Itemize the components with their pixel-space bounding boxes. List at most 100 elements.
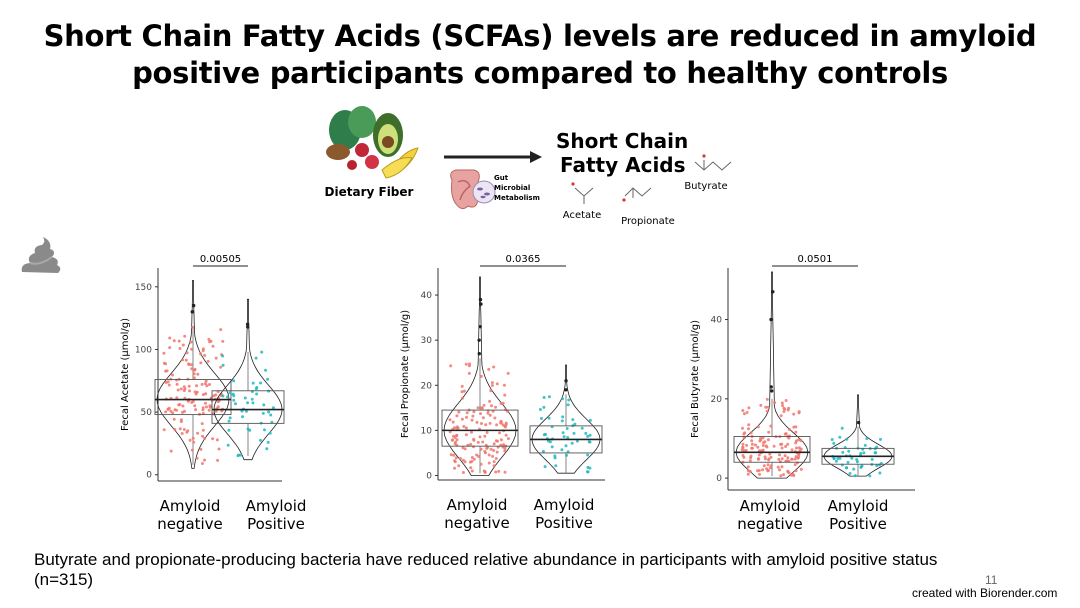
jitter-point [573, 422, 577, 426]
outlier-point [246, 325, 250, 329]
jitter-point [175, 396, 179, 400]
jitter-point [494, 439, 498, 443]
gut-icon [450, 169, 480, 210]
jitter-point [794, 469, 798, 473]
jitter-point [465, 415, 468, 419]
jitter-point [221, 339, 225, 343]
jitter-point [561, 431, 565, 435]
poop-icon [21, 237, 61, 273]
jitter-point [838, 435, 842, 439]
jitter-point [506, 371, 510, 375]
jitter-point [203, 353, 207, 357]
jitter-point [179, 418, 183, 422]
molecule-butyrate: Butyrate [684, 181, 727, 192]
jitter-point [756, 469, 759, 473]
jitter-point [750, 439, 754, 443]
jitter-point [164, 381, 168, 384]
jitter-point [865, 437, 869, 441]
jitter-point [778, 453, 781, 457]
jitter-point [167, 406, 171, 410]
jitter-point [200, 382, 204, 386]
jitter-point [164, 410, 168, 414]
jitter-point [764, 444, 768, 448]
jitter-point [221, 394, 225, 398]
jitter-point [547, 395, 551, 399]
jitter-point [777, 457, 781, 461]
jitter-point [487, 367, 491, 371]
jitter-point [227, 419, 231, 423]
jitter-point [763, 457, 767, 461]
jitter-point [263, 428, 266, 432]
jitter-point [766, 438, 770, 442]
jitter-point [779, 474, 783, 478]
jitter-point [250, 397, 254, 401]
jitter-point [479, 462, 483, 466]
jitter-point [244, 409, 248, 413]
jitter-point [221, 363, 225, 367]
jitter-point [177, 339, 181, 343]
jitter-point [782, 473, 785, 477]
y-axis-label: Fecal Butyrate (µmol/g) [690, 320, 701, 438]
jitter-point [772, 444, 776, 448]
jitter-point [794, 441, 798, 445]
jitter-point [868, 474, 872, 478]
jitter-point [475, 420, 479, 424]
jitter-point [243, 396, 247, 400]
jitter-point [490, 404, 493, 408]
jitter-point [182, 428, 186, 431]
jitter-point [489, 389, 493, 393]
jitter-point [492, 442, 496, 446]
jitter-point [214, 409, 218, 413]
jitter-point [879, 437, 882, 441]
y-tick-label: 40 [421, 291, 433, 301]
jitter-point [492, 464, 496, 468]
jitter-point [463, 460, 467, 464]
jitter-point [204, 379, 208, 383]
jitter-point [267, 410, 271, 414]
jitter-point [742, 436, 746, 440]
jitter-point [765, 467, 769, 471]
scfa-schematic: Dietary Fiber Gut Microbial Metabolism S… [325, 106, 732, 227]
jitter-point [797, 410, 801, 414]
jitter-point [469, 466, 473, 470]
y-tick-label: 50 [141, 408, 153, 418]
jitter-point [201, 349, 205, 353]
jitter-point [834, 459, 838, 463]
jitter-point [588, 418, 592, 422]
jitter-point [764, 405, 768, 409]
jitter-point [750, 442, 754, 446]
jitter-point [492, 460, 496, 464]
jitter-point [193, 368, 196, 372]
jitter-point [259, 381, 262, 385]
jitter-point [457, 464, 461, 468]
jitter-point [211, 437, 215, 441]
jitter-point [499, 402, 503, 405]
jitter-point [162, 351, 166, 355]
jitter-point [188, 438, 192, 442]
jitter-point [469, 442, 473, 446]
jitter-point [451, 420, 455, 424]
jitter-point [479, 447, 483, 451]
jitter-point [463, 447, 467, 451]
jitter-point [184, 358, 188, 362]
jitter-point [846, 460, 850, 464]
jitter-point [179, 387, 183, 391]
jitter-point [269, 413, 273, 417]
jitter-point [490, 381, 494, 385]
jitter-point [265, 447, 269, 451]
jitter-point [478, 435, 482, 439]
jitter-point [878, 471, 882, 475]
jitter-point [504, 433, 508, 437]
jitter-point [462, 425, 466, 428]
jitter-point [748, 470, 752, 473]
jitter-point [765, 397, 769, 401]
jitter-point [768, 466, 772, 470]
jitter-point [506, 437, 510, 441]
jitter-point [491, 454, 495, 458]
jitter-point [472, 437, 476, 441]
jitter-point [503, 424, 507, 428]
jitter-point [786, 442, 790, 446]
jitter-point [740, 448, 744, 452]
jitter-point [570, 441, 574, 445]
outlier-point [564, 379, 568, 383]
